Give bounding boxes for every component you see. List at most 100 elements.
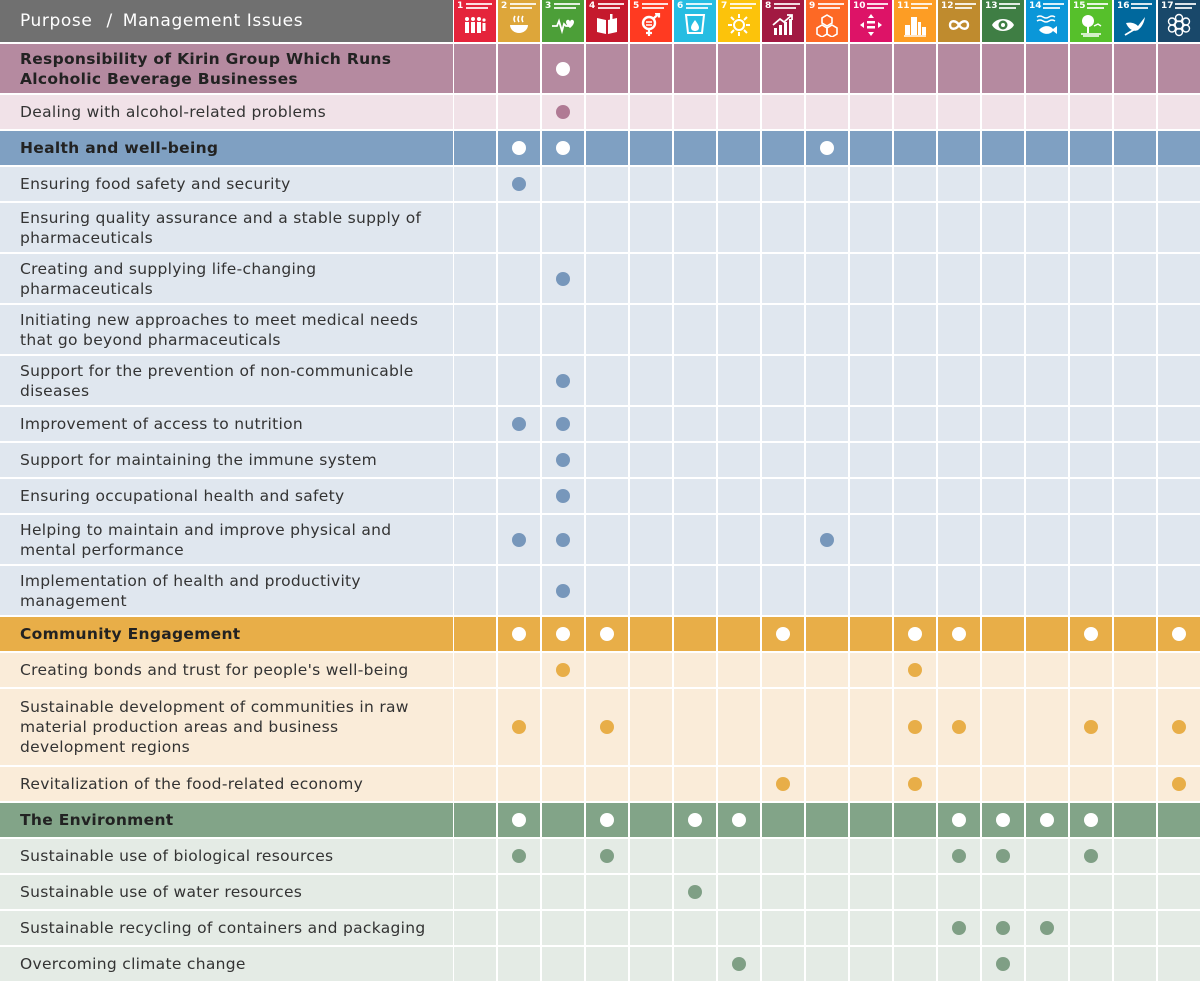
sdg-goal-7: 7 <box>718 0 760 42</box>
sdg-cell-2 <box>498 839 540 873</box>
sdg-cell-4 <box>586 803 628 837</box>
issue-row: Dealing with alcohol-related problems <box>0 95 1200 129</box>
issue-goal-marker <box>952 720 966 734</box>
sdg-goal-caption-line <box>818 3 844 5</box>
sdg-cell-15 <box>1070 203 1112 252</box>
sdg-cell-7 <box>718 875 760 909</box>
sdg-cell-2 <box>498 767 540 801</box>
sdg-goal-1: 1 <box>454 0 496 42</box>
sdg-cell-1 <box>454 203 496 252</box>
sdg-cell-3 <box>542 911 584 945</box>
sdg-cell-5 <box>630 875 672 909</box>
sdg-goal-number: 9 <box>809 1 816 11</box>
issue-goal-marker <box>908 777 922 791</box>
sdg-cell-17 <box>1158 305 1200 354</box>
sdg-cell-9 <box>806 443 848 477</box>
sdg-cell-16 <box>1114 911 1156 945</box>
sdg-cell-12 <box>938 767 980 801</box>
sdg-cell-3 <box>542 203 584 252</box>
sdg-goal-9: 9 <box>806 0 848 42</box>
sdg-cell-3 <box>542 767 584 801</box>
sdg-cell-6 <box>674 566 716 615</box>
sdg-cell-13 <box>982 911 1024 945</box>
sdg-goal-caption-line <box>730 3 756 5</box>
sdg-cell-6 <box>674 443 716 477</box>
sdg-cell-14 <box>1026 407 1068 441</box>
sdg-cell-17 <box>1158 566 1200 615</box>
category-row: Responsibility of Kirin Group Which Runs… <box>0 44 1200 93</box>
issue-row: Support for the prevention of non-commun… <box>0 356 1200 405</box>
sdg-cell-4 <box>586 653 628 687</box>
sdg-cell-12 <box>938 947 980 981</box>
sdg-cell-8 <box>762 839 804 873</box>
sdg-cell-1 <box>454 95 496 129</box>
sdg-cell-4 <box>586 131 628 165</box>
issue-label-text: Ensuring quality assurance and a stable … <box>20 208 422 247</box>
issue-label: Implementation of health and productivit… <box>0 566 453 615</box>
sdg-cell-16 <box>1114 515 1156 564</box>
sdg-goal-number: 5 <box>633 1 640 11</box>
sdg-cell-1 <box>454 515 496 564</box>
sdg-cell-5 <box>630 203 672 252</box>
sdg-cell-7 <box>718 407 760 441</box>
sdg-cell-8 <box>762 305 804 354</box>
sdg-cell-3 <box>542 689 584 765</box>
sdg-cell-9 <box>806 803 848 837</box>
sdg-cell-17 <box>1158 254 1200 303</box>
issue-label-text: Support for the prevention of non-commun… <box>20 361 414 400</box>
sdg-cell-2 <box>498 479 540 513</box>
sdg-cell-2 <box>498 305 540 354</box>
issue-label: Dealing with alcohol-related problems <box>0 95 453 129</box>
sdg-cell-10 <box>850 305 892 354</box>
issue-label-text: Creating and supplying life-changing pha… <box>20 259 317 298</box>
sdg-cell-1 <box>454 305 496 354</box>
sdg-cell-9 <box>806 689 848 765</box>
sdg-cell-11 <box>894 254 936 303</box>
issue-goal-marker <box>556 374 570 388</box>
sdg-goal-number: 16 <box>1117 1 1130 11</box>
sdg-cell-13 <box>982 803 1024 837</box>
sdg-cell-3 <box>542 407 584 441</box>
sdg-cell-11 <box>894 479 936 513</box>
issue-goal-marker <box>952 849 966 863</box>
sdg-cell-6 <box>674 653 716 687</box>
issue-goal-marker <box>1084 720 1098 734</box>
issue-goal-marker <box>996 849 1010 863</box>
sdg-cell-7 <box>718 653 760 687</box>
sdg-goal-number: 17 <box>1161 1 1174 11</box>
issue-label: Support for the prevention of non-commun… <box>0 356 453 405</box>
sdg-cell-13 <box>982 356 1024 405</box>
issue-goal-marker <box>952 921 966 935</box>
sdg-cell-15 <box>1070 875 1112 909</box>
sdg-cell-2 <box>498 443 540 477</box>
sdg-goal-caption-line <box>774 7 796 9</box>
sdg-cell-2 <box>498 617 540 651</box>
sdg-cell-15 <box>1070 839 1112 873</box>
sdg-cell-9 <box>806 515 848 564</box>
sdg-cell-7 <box>718 44 760 93</box>
sdg-cell-11 <box>894 305 936 354</box>
sdg-cell-16 <box>1114 131 1156 165</box>
category-title-text: The Environment <box>20 811 174 829</box>
category-title-text: Health and well-being <box>20 139 219 157</box>
sdg-cell-6 <box>674 203 716 252</box>
sdg-cell-15 <box>1070 407 1112 441</box>
sdg-cell-1 <box>454 407 496 441</box>
sdg-cell-12 <box>938 407 980 441</box>
sdg-cell-3 <box>542 875 584 909</box>
sdg-cell-3 <box>542 356 584 405</box>
sdg-cell-10 <box>850 407 892 441</box>
sdg-cell-6 <box>674 254 716 303</box>
sdg-cell-7 <box>718 911 760 945</box>
sdg-cell-2 <box>498 566 540 615</box>
issue-label-text: Sustainable use of water resources <box>20 883 303 901</box>
sdg-cell-12 <box>938 254 980 303</box>
sdg-cell-1 <box>454 947 496 981</box>
category-goal-marker <box>600 813 614 827</box>
sdg-cell-10 <box>850 167 892 201</box>
sdg-cell-5 <box>630 617 672 651</box>
sdg-cell-9 <box>806 653 848 687</box>
sdg-goal-caption-line <box>999 7 1016 9</box>
sdg-cell-10 <box>850 203 892 252</box>
sdg-cell-1 <box>454 479 496 513</box>
